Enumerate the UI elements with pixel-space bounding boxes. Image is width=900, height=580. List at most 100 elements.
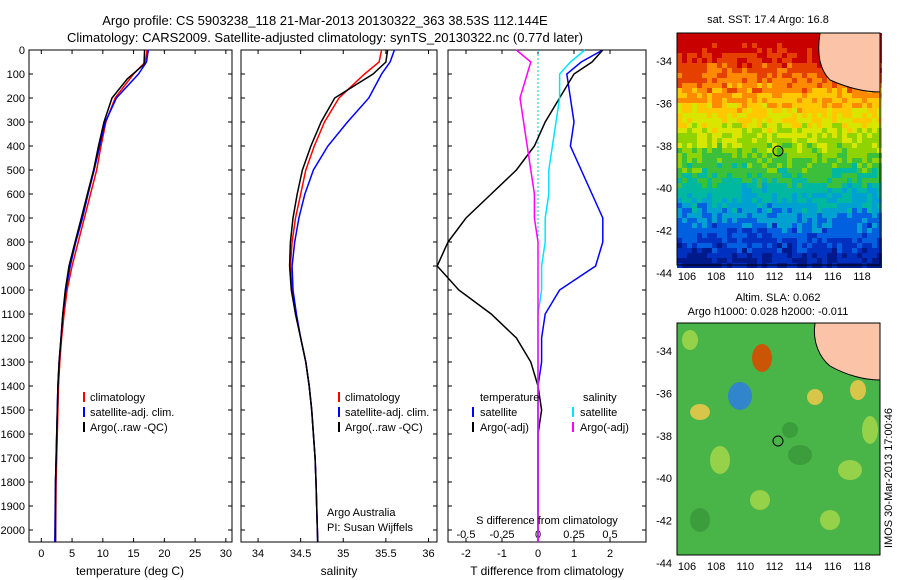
legend-temperature-header: temperature bbox=[480, 392, 539, 404]
sst-cell bbox=[692, 168, 697, 173]
sst-cell bbox=[757, 253, 762, 258]
sst-cell bbox=[767, 143, 772, 148]
sst-cell bbox=[792, 118, 797, 123]
sst-cell bbox=[712, 138, 717, 143]
sst-cell bbox=[767, 188, 772, 193]
sst-cell bbox=[697, 183, 702, 188]
sst-cell bbox=[707, 153, 712, 158]
sst-cell bbox=[852, 128, 857, 133]
legend-s-satellite-label: satellite bbox=[580, 407, 617, 419]
sst-cell bbox=[722, 43, 727, 48]
sst-cell bbox=[677, 123, 682, 128]
sst-cell bbox=[677, 208, 682, 213]
sst-cell bbox=[752, 53, 757, 58]
sst-cell bbox=[697, 203, 702, 208]
sst-cell bbox=[692, 68, 697, 73]
sst-cell bbox=[817, 168, 822, 173]
sst-cell bbox=[762, 193, 767, 198]
legend-satellite-swatch bbox=[83, 407, 85, 417]
sst-cell bbox=[737, 153, 742, 158]
sst-cell bbox=[787, 178, 792, 183]
depth-tick-label: 2000 bbox=[1, 525, 25, 537]
sst-cell bbox=[857, 138, 862, 143]
sst-cell bbox=[857, 108, 862, 113]
sst-cell bbox=[782, 68, 787, 73]
sst-cell bbox=[677, 193, 682, 198]
sst-cell bbox=[782, 63, 787, 68]
sst-cell bbox=[682, 203, 687, 208]
sst-cell bbox=[697, 198, 702, 203]
sst-cell bbox=[767, 153, 772, 158]
sst-cell bbox=[707, 138, 712, 143]
sst-cell bbox=[702, 113, 707, 118]
sst-cell bbox=[807, 238, 812, 243]
sst-cell bbox=[797, 108, 802, 113]
sst-cell bbox=[802, 183, 807, 188]
sst-cell bbox=[757, 153, 762, 158]
sst-cell bbox=[817, 118, 822, 123]
lat-tick-label: -40 bbox=[656, 473, 672, 485]
sst-cell bbox=[787, 33, 792, 38]
sst-cell bbox=[722, 98, 727, 103]
sst-cell bbox=[822, 178, 827, 183]
sst-cell bbox=[682, 98, 687, 103]
sst-cell bbox=[747, 128, 752, 133]
depth-tick-label: 700 bbox=[7, 213, 25, 225]
sst-cell bbox=[832, 98, 837, 103]
sst-cell bbox=[742, 123, 747, 128]
sst-cell bbox=[752, 163, 757, 168]
sst-cell bbox=[687, 208, 692, 213]
sst-cell bbox=[787, 223, 792, 228]
sst-cell bbox=[802, 238, 807, 243]
sst-cell bbox=[757, 228, 762, 233]
sst-cell bbox=[787, 233, 792, 238]
lat-tick-label: -44 bbox=[656, 268, 672, 280]
sst-cell bbox=[817, 233, 822, 238]
sst-cell bbox=[807, 243, 812, 248]
sst-cell bbox=[782, 103, 787, 108]
sst-cell bbox=[727, 243, 732, 248]
sst-cell bbox=[797, 163, 802, 168]
sst-cell bbox=[807, 33, 812, 38]
sst-cell bbox=[737, 143, 742, 148]
x-tick-label: 35.5 bbox=[375, 548, 396, 560]
sst-cell bbox=[832, 238, 837, 243]
sst-cell bbox=[677, 113, 682, 118]
sst-cell bbox=[787, 203, 792, 208]
legend-climatology-swatch bbox=[83, 392, 85, 402]
sst-cell bbox=[677, 103, 682, 108]
sst-cell bbox=[677, 78, 682, 83]
sst-cell bbox=[772, 108, 777, 113]
sst-cell bbox=[737, 213, 742, 218]
sst-cell bbox=[692, 33, 697, 38]
sst-cell bbox=[687, 158, 692, 163]
legend-argo-label: Argo(..raw -QC) bbox=[345, 422, 423, 434]
sst-cell bbox=[832, 223, 837, 228]
sst-cell bbox=[712, 168, 717, 173]
sst-cell bbox=[737, 108, 742, 113]
sst-cell bbox=[717, 108, 722, 113]
sst-cell bbox=[767, 168, 772, 173]
sst-cell bbox=[802, 143, 807, 148]
sst-cell bbox=[872, 208, 877, 213]
sst-cell bbox=[872, 143, 877, 148]
sst-cell bbox=[802, 123, 807, 128]
sst-cell bbox=[772, 258, 777, 263]
sst-cell bbox=[697, 223, 702, 228]
sst-cell bbox=[777, 173, 782, 178]
sst-cell bbox=[747, 253, 752, 258]
sst-cell bbox=[707, 33, 712, 38]
sst-cell bbox=[872, 173, 877, 178]
sst-cell bbox=[862, 98, 867, 103]
sst-cell bbox=[742, 138, 747, 143]
sst-cell bbox=[867, 213, 872, 218]
sst-cell bbox=[772, 173, 777, 178]
sst-cell bbox=[847, 118, 852, 123]
sst-cell bbox=[747, 158, 752, 163]
sst-cell bbox=[812, 53, 817, 58]
sst-cell bbox=[787, 123, 792, 128]
sst-cell bbox=[797, 153, 802, 158]
sst-cell bbox=[692, 218, 697, 223]
sst-cell bbox=[737, 208, 742, 213]
sst-cell bbox=[772, 113, 777, 118]
